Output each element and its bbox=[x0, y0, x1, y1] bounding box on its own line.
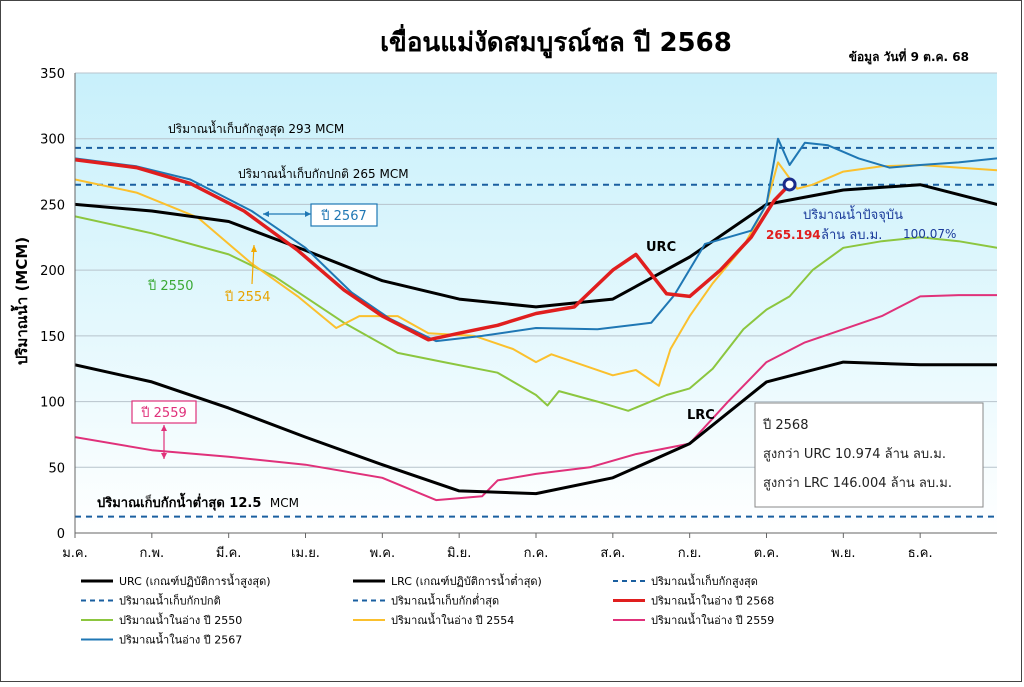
y-tick-label: 50 bbox=[48, 461, 65, 476]
max-storage-label: ปริมาณน้ำเก็บกักสูงสุด 293 MCM bbox=[168, 120, 344, 137]
legend-label-urc: URC (เกณฑ์ปฏิบัติการน้ำสูงสุด) bbox=[119, 573, 271, 588]
annotation-2567: ปี 2567 bbox=[263, 203, 378, 227]
min-storage-label-main: ปริมาณเก็บกักน้ำต่ำสุด 12.5 bbox=[97, 492, 261, 511]
y-tick-label: 200 bbox=[40, 264, 65, 279]
gridlines bbox=[75, 72, 997, 468]
current-level-dot bbox=[782, 177, 797, 192]
min-storage-label-unit: MCM bbox=[270, 496, 299, 510]
legend-label-y2567: ปริมาณน้ำในอ่าง ปี 2567 bbox=[119, 632, 242, 647]
x-tick-label: ก.ย. bbox=[678, 546, 702, 561]
current-level-value: 265.194 bbox=[766, 228, 821, 242]
annotation-2567-arrowhead-left bbox=[263, 211, 269, 217]
legend-label-y2554: ปริมาณน้ำในอ่าง ปี 2554 bbox=[391, 612, 514, 627]
annotation-2567-box bbox=[310, 203, 378, 227]
annotation-2559: ปี 2559 bbox=[131, 400, 197, 459]
y-tick-label: 350 bbox=[40, 67, 65, 82]
urc-label: URC bbox=[646, 240, 676, 255]
series-line-y2559 bbox=[75, 294, 997, 502]
info-box-line1: ปี 2568 bbox=[762, 417, 808, 433]
legend: URC (เกณฑ์ปฏิบัติการน้ำสูงสุด) LRC (เกณฑ์… bbox=[81, 573, 774, 647]
x-tick-label: เม.ย. bbox=[291, 546, 320, 561]
chart-subtitle: ข้อมูล วันที่ 9 ต.ค. 68 bbox=[849, 48, 969, 65]
y-tick-label: 100 bbox=[40, 396, 65, 411]
x-tick-label: ธ.ค. bbox=[908, 546, 933, 561]
annotation-2559-arrowhead-up bbox=[161, 425, 167, 431]
x-tick-label: ก.ค. bbox=[524, 546, 549, 561]
info-box-line2: สูงกว่า URC 10.974 ล้าน ลบ.ม. bbox=[763, 447, 946, 462]
annotation-2554-text: ปี 2554 bbox=[224, 289, 270, 305]
annotation-2554: ปี 2554 bbox=[224, 244, 270, 305]
series-line-urc bbox=[75, 183, 997, 309]
annotation-2550-text: ปี 2550 bbox=[147, 278, 193, 294]
x-tick-label: ม.ค. bbox=[62, 546, 88, 561]
y-axis-label: ปริมาณน้ำ (MCM) bbox=[10, 237, 31, 365]
info-box: ปี 2568 สูงกว่า URC 10.974 ล้าน ลบ.ม. สู… bbox=[754, 402, 984, 508]
info-box-line3: สูงกว่า LRC 146.004 ล้าน ลบ.ม. bbox=[763, 476, 952, 491]
min-storage-label: ปริมาณเก็บกักน้ำต่ำสุด 12.5 MCM bbox=[97, 492, 299, 511]
series-lines bbox=[75, 137, 997, 518]
x-tick-label: มิ.ย. bbox=[447, 546, 471, 561]
info-box-frame bbox=[754, 402, 984, 508]
legend-label-min: ปริมาณน้ำเก็บกักต่ำสุด bbox=[391, 593, 499, 608]
series-line-y2554 bbox=[75, 161, 997, 387]
y-tick-label: 0 bbox=[57, 527, 65, 542]
lrc-label: LRC bbox=[687, 408, 715, 423]
y-axis-ticks: 0 50 100 150 200 250 300 350 bbox=[40, 67, 65, 542]
annotation-2559-box bbox=[131, 400, 197, 424]
annotation-2554-arrowhead bbox=[251, 245, 257, 252]
series-line-y2550 bbox=[75, 215, 997, 412]
current-level-unit: ล้าน ลบ.ม. bbox=[821, 228, 882, 243]
x-tick-label: ต.ค. bbox=[754, 546, 779, 561]
y-tick-label: 150 bbox=[40, 330, 65, 345]
normal-storage-label: ปริมาณน้ำเก็บกักปกติ 265 MCM bbox=[238, 165, 409, 181]
x-tick-label: พ.ค. bbox=[370, 546, 396, 561]
x-tick-label: ส.ค. bbox=[600, 546, 625, 561]
annotation-2567-arrowhead-right bbox=[305, 211, 311, 217]
annotation-2559-arrowhead-down bbox=[161, 453, 167, 459]
y-tick-label: 300 bbox=[40, 133, 65, 148]
legend-label-max: ปริมาณน้ำเก็บกักสูงสุด bbox=[651, 573, 758, 588]
y-tick-label: 250 bbox=[40, 198, 65, 213]
series-line-y2567 bbox=[75, 137, 997, 343]
x-tick-label: มี.ค. bbox=[216, 545, 242, 561]
annotation-2567-text: ปี 2567 bbox=[320, 208, 366, 224]
current-level-percent: 100.07% bbox=[903, 227, 956, 241]
x-tick-label: ก.พ. bbox=[139, 546, 164, 561]
current-level-marker bbox=[782, 177, 797, 192]
legend-label-y2568: ปริมาณน้ำในอ่าง ปี 2568 bbox=[651, 593, 774, 608]
legend-label-y2559: ปริมาณน้ำในอ่าง ปี 2559 bbox=[651, 612, 774, 627]
annotation-2559-text: ปี 2559 bbox=[140, 405, 186, 421]
x-axis-ticks: ม.ค. ก.พ. มี.ค. เม.ย. พ.ค. มิ.ย. ก.ค. ส.ค. ก.ย. ต… bbox=[62, 533, 933, 561]
current-level-label: ปริมาณน้ำปัจจุบัน bbox=[803, 205, 903, 223]
legend-label-normal: ปริมาณน้ำเก็บกักปกติ bbox=[119, 593, 221, 608]
legend-label-lrc: LRC (เกณฑ์ปฏิบัติการน้ำต่ำสุด) bbox=[391, 573, 542, 588]
legend-label-y2550: ปริมาณน้ำในอ่าง ปี 2550 bbox=[119, 612, 242, 627]
series-line-lrc bbox=[75, 360, 997, 496]
x-tick-label: พ.ย. bbox=[831, 546, 855, 561]
chart-title: เขื่อนแม่งัดสมบูรณ์ชล ปี 2568 bbox=[380, 23, 732, 59]
series-line-y2568 bbox=[75, 157, 792, 342]
